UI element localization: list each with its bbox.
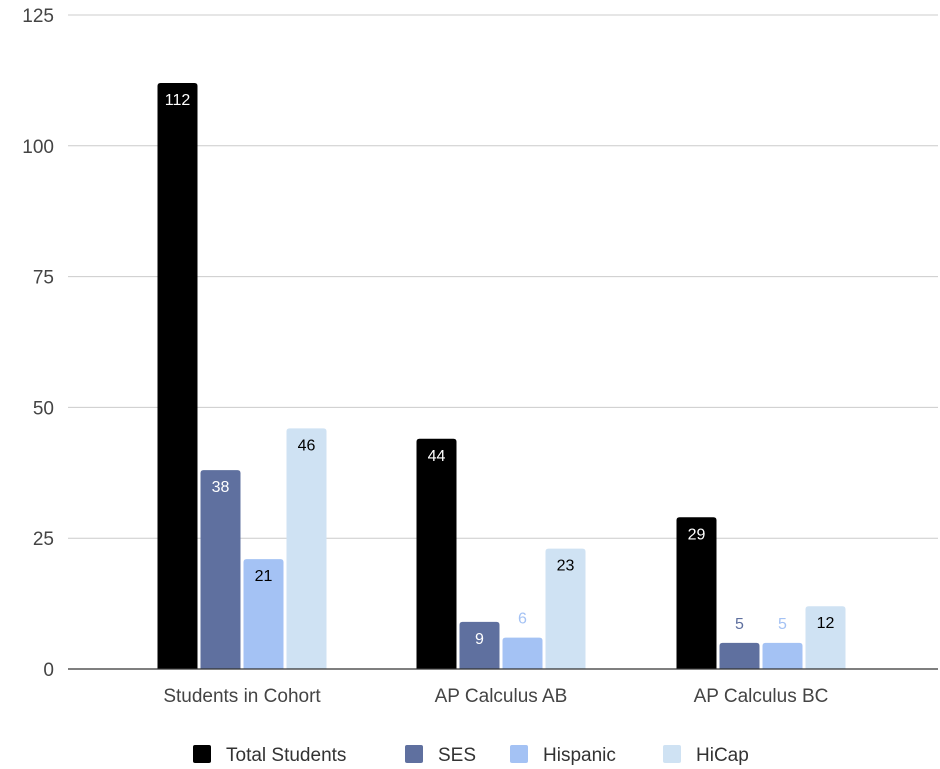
legend-label: HiCap: [696, 745, 749, 766]
bar-ses: [719, 642, 760, 669]
bar-hispanic: [502, 637, 543, 669]
bar-data-label: 5: [735, 616, 744, 633]
x-category-label: AP Calculus BC: [694, 686, 829, 707]
bar-hicap: [286, 428, 327, 669]
legend-label: SES: [438, 745, 476, 766]
bar-data-label: 6: [518, 611, 527, 628]
bar-data-label: 23: [557, 558, 575, 575]
x-category-label: AP Calculus AB: [435, 686, 568, 707]
y-tick-label: 100: [22, 137, 54, 158]
x-category-label: Students in Cohort: [163, 686, 321, 707]
legend-label: Total Students: [226, 745, 346, 766]
bar-total-students: [676, 517, 717, 669]
bar-data-label: 5: [778, 616, 787, 633]
y-tick-label: 0: [43, 660, 54, 681]
legend: Total Students SES Hispanic HiCap: [193, 745, 749, 766]
bar-hispanic: [243, 559, 284, 669]
legend-label: Hispanic: [543, 745, 616, 766]
legend-swatch: [510, 745, 528, 763]
bar-data-label: 44: [428, 448, 446, 465]
y-axis-ticks: 0 25 50 75 100 125: [22, 6, 54, 681]
bar-data-label: 46: [298, 437, 316, 454]
bar-data-labels: 112 38 21 46 44 9 6 23 29 5 5 12: [165, 92, 835, 648]
bar-data-label: 29: [688, 526, 706, 543]
legend-swatch: [663, 745, 681, 763]
bar-data-label: 21: [255, 568, 273, 585]
bar-data-label: 112: [165, 92, 191, 109]
y-tick-label: 75: [33, 268, 54, 289]
gridlines: [68, 14, 938, 539]
bar-total-students: [157, 83, 198, 670]
bar-ses: [200, 470, 241, 669]
legend-swatch: [405, 745, 423, 763]
bar-data-label: 9: [475, 631, 484, 648]
bar-hicap: [545, 548, 586, 669]
bar-hicap: [805, 606, 846, 669]
y-tick-label: 125: [22, 6, 54, 27]
bar-ses: [459, 621, 500, 669]
bar-hispanic: [762, 642, 803, 669]
bar-total-students: [416, 438, 457, 669]
bar-data-label: 12: [817, 615, 835, 632]
y-tick-label: 25: [33, 529, 54, 550]
bar-data-label: 38: [212, 479, 230, 496]
bars: [157, 83, 846, 670]
y-tick-label: 50: [33, 398, 54, 419]
legend-swatch: [193, 745, 211, 763]
x-axis-categories: Students in Cohort AP Calculus AB AP Calcu…: [163, 686, 828, 707]
